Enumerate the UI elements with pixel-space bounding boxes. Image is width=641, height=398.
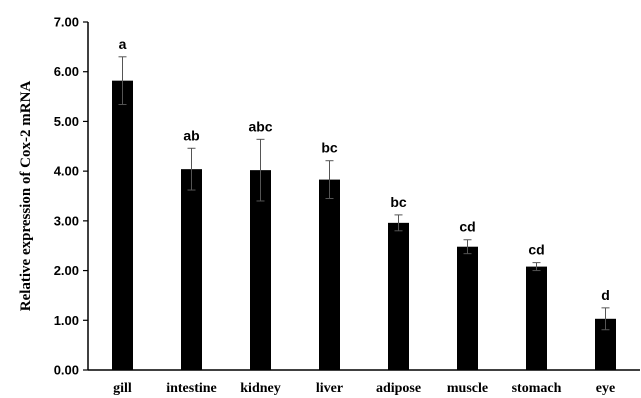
bar-stomach bbox=[526, 266, 547, 370]
y-tick-label: 2.00 bbox=[54, 263, 79, 278]
error-bar-gill bbox=[118, 56, 127, 106]
x-tick-label-stomach: stomach bbox=[512, 381, 562, 396]
error-bar-eye bbox=[601, 307, 610, 331]
bar-kidney bbox=[250, 170, 271, 370]
x-tick-label-liver: liver bbox=[316, 381, 343, 396]
significance-label-muscle: cd bbox=[459, 219, 475, 235]
y-axis-label: Relative expression of Cox-2 mRNA bbox=[18, 81, 34, 312]
significance-label-kidney: abc bbox=[248, 118, 272, 134]
significance-label-stomach: cd bbox=[528, 242, 544, 258]
axes bbox=[87, 22, 640, 371]
y-tick-label: 1.00 bbox=[54, 313, 79, 328]
y-tick-label: 7.00 bbox=[54, 15, 79, 30]
y-tick-label: 4.00 bbox=[54, 164, 79, 179]
error-bar-adipose bbox=[394, 214, 403, 232]
error-bar-stomach bbox=[532, 262, 541, 272]
error-bar-muscle bbox=[463, 239, 472, 255]
bar-liver bbox=[319, 179, 340, 370]
y-tick-label: 0.00 bbox=[54, 363, 79, 378]
x-tick-label-eye: eye bbox=[596, 381, 615, 396]
significance-label-eye: d bbox=[601, 287, 610, 303]
y-tick-label: 6.00 bbox=[54, 64, 79, 79]
significance-label-intestine: ab bbox=[183, 127, 199, 143]
error-bar-kidney bbox=[256, 138, 265, 202]
x-tick-label-gill: gill bbox=[113, 381, 132, 396]
bar-adipose bbox=[388, 222, 409, 370]
bar-eye bbox=[595, 318, 616, 370]
x-tick-label-adipose: adipose bbox=[376, 381, 421, 396]
bars bbox=[112, 80, 616, 371]
bar-gill bbox=[112, 80, 133, 371]
y-tick-label: 3.00 bbox=[54, 213, 79, 228]
x-tick-label-muscle: muscle bbox=[447, 381, 488, 396]
error-bar-liver bbox=[325, 160, 334, 199]
x-ticks: gill intestine kidney liver adipose muscle sto… bbox=[113, 381, 615, 396]
significance-label-adipose: bc bbox=[390, 194, 407, 210]
y-ticks: 0.00 1.00 2.00 3.00 4.00 5.00 6.00 7.00 bbox=[54, 15, 88, 378]
x-tick-label-kidney: kidney bbox=[240, 381, 280, 396]
bar-intestine bbox=[181, 169, 202, 370]
significance-label-liver: bc bbox=[321, 140, 338, 156]
significance-labels: a ab abc bc bc cd cd d bbox=[119, 36, 610, 303]
error-bar-intestine bbox=[187, 147, 196, 191]
error-bars bbox=[118, 56, 610, 331]
y-tick-label: 5.00 bbox=[54, 114, 79, 129]
x-tick-label-intestine: intestine bbox=[166, 381, 217, 396]
bar-muscle bbox=[457, 246, 478, 370]
significance-label-gill: a bbox=[119, 36, 127, 52]
